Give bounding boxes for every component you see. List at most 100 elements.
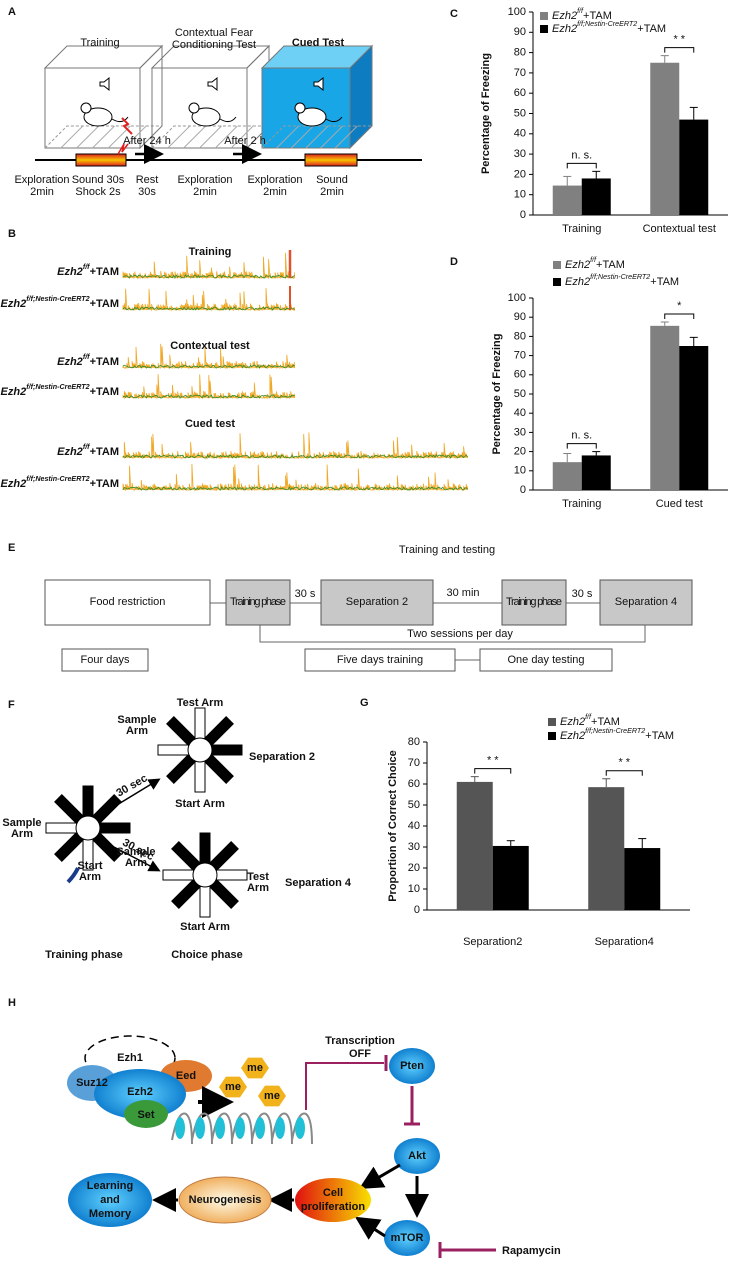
y-tick-label: 60 xyxy=(408,778,420,790)
nucleosome xyxy=(235,1117,245,1139)
floor-hatch xyxy=(199,125,222,149)
label: Set xyxy=(137,1109,154,1121)
error-bar xyxy=(470,776,479,782)
y-tick-label: 50 xyxy=(408,799,420,811)
y-tick-label: 90 xyxy=(514,311,526,323)
y-tick-label: 50 xyxy=(514,107,526,119)
significance-bracket xyxy=(566,443,597,449)
label: 2min xyxy=(193,186,217,198)
baseline-trace xyxy=(122,486,468,491)
error-bar xyxy=(563,453,572,463)
significance-bracket xyxy=(605,770,643,776)
legend-label: Ezh2f/f+TAM xyxy=(560,713,620,728)
complex-set xyxy=(124,1100,168,1128)
y-tick-label: 0 xyxy=(520,209,526,221)
label: Shock 2s xyxy=(75,186,121,198)
label: Arm xyxy=(79,871,101,883)
error-bar xyxy=(506,840,515,846)
chamber xyxy=(43,44,164,150)
label: Cued Test xyxy=(292,37,345,49)
maze-arm xyxy=(45,822,79,834)
y-tick-label: 20 xyxy=(408,862,420,874)
sound-bar xyxy=(75,153,127,167)
y-tick-label: 60 xyxy=(514,87,526,99)
group-label: Ezh2f/f;Nestin-CreERT2+TAM xyxy=(1,383,119,398)
mouse-tail xyxy=(219,116,237,123)
maze-center xyxy=(187,737,213,763)
baseline-trace xyxy=(122,454,468,459)
label: One day testing xyxy=(507,654,584,666)
label: OFF xyxy=(349,1048,371,1060)
y-tick-label: 60 xyxy=(514,369,526,381)
panel-label: G xyxy=(360,697,369,709)
floor-hatch xyxy=(92,125,115,149)
label: Ezh1 xyxy=(117,1052,143,1064)
panel-label: A xyxy=(8,6,16,18)
nucleosome xyxy=(295,1117,305,1139)
label: Pten xyxy=(400,1060,424,1072)
speaker xyxy=(207,76,218,92)
y-tick-label: 90 xyxy=(514,26,526,38)
activity-trace xyxy=(122,288,296,312)
significance-bracket xyxy=(664,313,695,319)
label: mTOR xyxy=(391,1232,424,1244)
label: Four days xyxy=(81,654,130,666)
label: Arm xyxy=(126,725,148,737)
y-tick-label: 80 xyxy=(408,736,420,748)
maze-arm xyxy=(162,869,196,881)
pathway-node xyxy=(384,1220,430,1256)
mouse-ear xyxy=(188,102,200,114)
y-tick-label: 80 xyxy=(514,330,526,342)
label: After 2 h xyxy=(224,135,266,147)
nucleosome xyxy=(175,1117,185,1139)
label: Suz12 xyxy=(76,1077,108,1089)
error-bar xyxy=(689,336,698,346)
chamber-top xyxy=(43,45,164,69)
legend-label: Ezh2f/f;Nestin-CreERT2+TAM xyxy=(560,727,674,742)
label: After 24 h xyxy=(123,135,171,147)
label: Sample xyxy=(116,846,155,858)
label: 2min xyxy=(320,186,344,198)
step-box xyxy=(501,579,567,626)
label: Sample xyxy=(2,817,41,829)
step-box xyxy=(225,579,291,626)
arrow xyxy=(111,778,161,809)
group-label: Ezh2f/f+TAM xyxy=(57,353,119,368)
panel-label: C xyxy=(450,8,458,20)
bar xyxy=(679,346,709,490)
label: Separation 4 xyxy=(615,596,677,608)
mouse xyxy=(191,107,221,127)
label: Start Arm xyxy=(180,921,230,933)
error-bar xyxy=(660,55,669,63)
mouse-tail xyxy=(325,116,343,123)
bar xyxy=(552,185,582,215)
maze-arm xyxy=(199,884,211,918)
label: Food restriction xyxy=(90,596,166,608)
panel-label: B xyxy=(8,228,16,240)
chamber-floor xyxy=(44,125,162,149)
legend-swatch xyxy=(548,732,556,740)
bar xyxy=(492,845,529,910)
label: Contextual test xyxy=(170,340,250,352)
shock-mark xyxy=(117,143,129,155)
label: Five days training xyxy=(337,654,423,666)
nucleosome xyxy=(195,1117,205,1139)
error-bar xyxy=(602,778,611,788)
label: Arm xyxy=(11,828,33,840)
label: Eed xyxy=(176,1070,196,1082)
y-tick-label: 70 xyxy=(408,757,420,769)
legend-swatch xyxy=(548,718,556,726)
group-label: Ezh2f/f+TAM xyxy=(57,443,119,458)
floor-hatch xyxy=(214,125,238,149)
label: 30 min xyxy=(446,587,479,599)
floor-hatch xyxy=(290,125,314,149)
label: and xyxy=(100,1194,120,1206)
group-label: Ezh2f/f+TAM xyxy=(57,263,119,278)
label: Arm xyxy=(247,882,269,894)
step-box xyxy=(44,579,211,626)
nucleosome xyxy=(215,1117,225,1139)
error-bar xyxy=(592,451,601,456)
label: Arm xyxy=(125,857,147,869)
significance-label: * * xyxy=(673,34,685,46)
y-tick-label: 40 xyxy=(514,407,526,419)
